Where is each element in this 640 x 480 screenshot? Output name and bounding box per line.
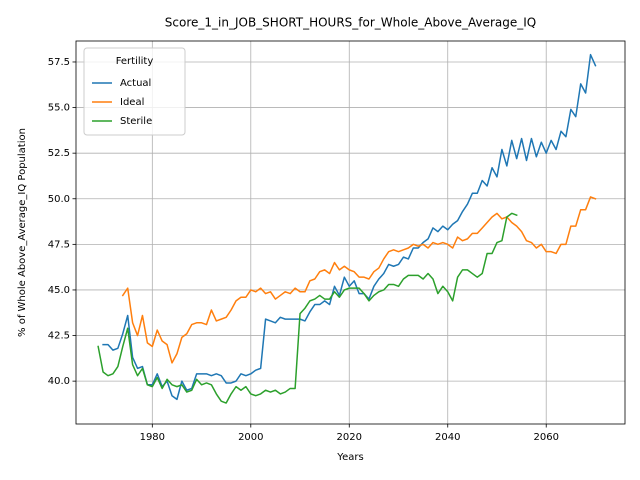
x-tick-label: 1980	[140, 432, 165, 443]
plot-frame	[75, 40, 626, 425]
ticks-layer: 1980 2000 2020 2040 2060 40.0 42.5 45.0 47.5 50.0…	[48, 57, 559, 443]
legend: Fertility Actual Ideal Sterile	[83, 47, 186, 136]
legend-title: Fertility	[116, 56, 154, 67]
y-tick-label: 55.0	[48, 103, 70, 114]
series-line	[121, 196, 597, 364]
y-tick-label: 47.5	[48, 239, 70, 250]
y-tick-label: 45.0	[48, 285, 70, 296]
chart-title: Score_1_in_JOB_SHORT_HOURS_for_Whole_Abo…	[165, 16, 536, 30]
x-axis-label: Years	[336, 452, 363, 463]
y-tick-label: 57.5	[48, 57, 70, 68]
grid-layer	[76, 41, 625, 424]
y-axis-label: % of Whole Above_Average_IQ Population	[17, 128, 28, 337]
legend-box	[83, 47, 186, 136]
y-tick-label: 52.5	[48, 148, 70, 159]
x-tick-label: 2060	[533, 432, 558, 443]
legend-label: Ideal	[120, 97, 144, 108]
y-tick-label: 42.5	[48, 331, 70, 342]
legend-label: Actual	[120, 78, 151, 89]
series-line	[97, 212, 518, 404]
lines-layer	[97, 53, 597, 404]
y-tick-label: 50.0	[48, 194, 70, 205]
y-tick-label: 40.0	[48, 376, 70, 387]
x-tick-label: 2020	[337, 432, 362, 443]
series-line	[102, 53, 597, 401]
legend-label: Sterile	[120, 116, 152, 127]
x-tick-label: 2040	[435, 432, 460, 443]
x-tick-label: 2000	[238, 432, 263, 443]
